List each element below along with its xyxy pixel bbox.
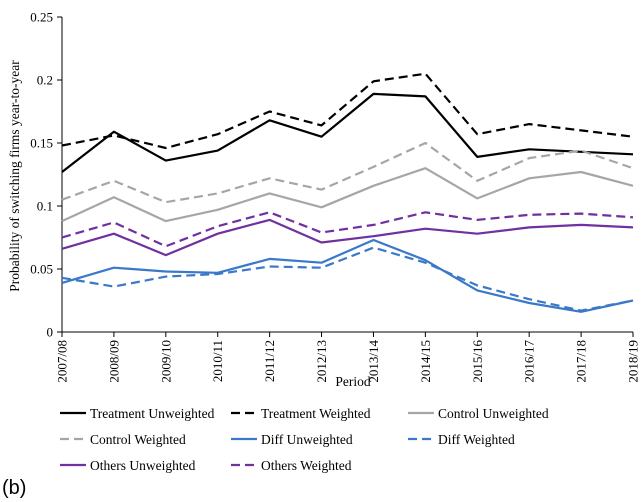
y-tick-label: 0.15 <box>30 136 53 151</box>
series-line <box>61 92 634 173</box>
series-line <box>61 141 634 204</box>
x-tick-label: 2017/18 <box>574 340 589 383</box>
x-tick-label: 2012/13 <box>314 340 329 383</box>
panel-label: (b) <box>2 477 26 499</box>
x-tick-label: 2018/19 <box>626 340 641 383</box>
series-lines <box>61 72 634 313</box>
y-axis-ticks: 0 0.05 0.1 0.15 0.2 0.25 <box>30 10 62 340</box>
x-tick-label: 2009/10 <box>158 340 173 383</box>
x-tick-label: 2010/11 <box>210 340 225 382</box>
x-tick-label: 2015/16 <box>470 340 485 383</box>
x-axis-ticks: 2007/08 2008/09 2009/10 2010/11 2011/12 2012/… <box>55 332 641 383</box>
x-tick-label: 2007/08 <box>55 340 70 383</box>
series-line <box>61 72 634 150</box>
x-tick-label: 2016/17 <box>522 340 537 383</box>
legend: Treatment Unweighted Treatment Weighted Co… <box>60 406 549 473</box>
series-line <box>61 211 634 248</box>
legend-item: Diff Unweighted <box>231 432 353 447</box>
x-tick-label: 2011/12 <box>262 340 277 382</box>
legend-item: Treatment Unweighted <box>60 406 215 421</box>
chart-axes <box>61 17 633 333</box>
legend-label: Control Weighted <box>90 432 186 447</box>
x-tick-label: 2013/14 <box>366 340 381 383</box>
legend-item: Control Weighted <box>60 432 186 447</box>
legend-item: Diff Weighted <box>408 432 515 447</box>
legend-item: Others Weighted <box>231 458 352 473</box>
legend-item: Control Unweighted <box>408 406 549 421</box>
legend-item: Others Unweighted <box>60 458 196 473</box>
legend-label: Others Weighted <box>261 458 352 473</box>
legend-label: Treatment Weighted <box>261 406 371 421</box>
y-tick-label: 0.2 <box>37 73 53 88</box>
y-tick-label: 0 <box>47 325 54 340</box>
legend-label: Diff Weighted <box>438 432 515 447</box>
y-tick-label: 0.05 <box>30 262 53 277</box>
series-line <box>61 246 634 312</box>
y-tick-label: 0.1 <box>37 199 53 214</box>
x-tick-label: 2008/09 <box>106 340 121 383</box>
series-line <box>61 218 634 257</box>
x-axis-title: Period <box>335 374 370 389</box>
x-tick-label: 2014/15 <box>418 340 433 383</box>
series-line <box>61 238 634 313</box>
legend-label: Treatment Unweighted <box>90 406 215 421</box>
series-line <box>61 167 634 223</box>
y-tick-label: 0.25 <box>30 10 53 25</box>
legend-label: Others Unweighted <box>90 458 196 473</box>
legend-label: Diff Unweighted <box>261 432 353 447</box>
legend-item: Treatment Weighted <box>231 406 371 421</box>
y-axis-title: Probability of switching firms year-to-y… <box>7 60 22 292</box>
legend-label: Control Unweighted <box>438 406 549 421</box>
